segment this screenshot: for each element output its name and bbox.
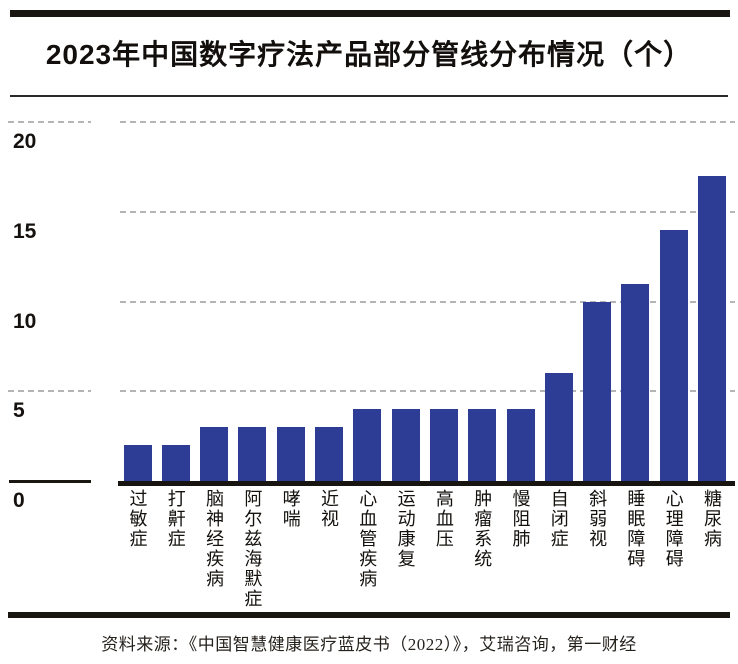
x-label-text: 脑神经疾病 — [204, 489, 225, 589]
gridline-y15 — [120, 210, 735, 213]
bar-心理障碍 — [659, 229, 688, 481]
footer-divider-line — [8, 612, 730, 618]
bar-哮喘 — [276, 427, 305, 481]
x-label-打鼾症: 打鼾症 — [158, 489, 193, 549]
bar-睡眠障碍 — [621, 283, 650, 481]
bar-过敏症 — [123, 445, 152, 481]
x-label-text: 心血管疾病 — [357, 489, 378, 589]
x-label-text: 运动康复 — [395, 489, 416, 569]
x-label-text: 睡眠障碍 — [625, 489, 646, 569]
bar-打鼾症 — [161, 445, 190, 481]
y-tick-label-10: 10 — [13, 309, 37, 333]
x-label-斜弱视: 斜弱视 — [580, 489, 615, 549]
bar-自闭症 — [544, 373, 573, 481]
x-label-肿瘤系统: 肿瘤系统 — [465, 489, 500, 569]
x-label-运动康复: 运动康复 — [388, 489, 423, 569]
bar-运动康复 — [391, 409, 420, 481]
bar-慢阻肺 — [506, 409, 535, 481]
chart-title: 2023年中国数字疗法产品部分管线分布情况（个） — [45, 39, 693, 70]
x-label-text: 糖尿病 — [702, 489, 722, 549]
y-tick-label-5: 5 — [13, 399, 25, 423]
x-label-text: 肿瘤系统 — [472, 489, 493, 569]
x-label-睡眠障碍: 睡眠障碍 — [618, 489, 653, 569]
axis-tick-mark-y5 — [8, 390, 91, 393]
gridline-y10 — [120, 300, 735, 303]
x-label-心血管疾病: 心血管疾病 — [350, 489, 385, 589]
y-tick-label-0: 0 — [13, 489, 25, 512]
x-label-text: 阿尔兹海默症 — [242, 489, 263, 609]
top-accent-bar — [10, 10, 730, 17]
gridline-y5 — [120, 390, 735, 393]
x-label-text: 哮喘 — [280, 489, 301, 529]
x-label-脑神经疾病: 脑神经疾病 — [197, 489, 232, 589]
bar-肿瘤系统 — [468, 409, 497, 481]
x-label-text: 过敏症 — [127, 489, 148, 549]
bar-高血压 — [429, 409, 458, 481]
x-label-text: 高血压 — [433, 489, 454, 549]
gridline-y20 — [120, 121, 735, 123]
x-label-text: 心理障碍 — [663, 489, 684, 569]
x-label-高血压: 高血压 — [426, 489, 461, 549]
y-tick-label-15: 15 — [13, 219, 37, 243]
x-label-近视: 近视 — [312, 489, 347, 529]
bar-阿尔兹海默症 — [238, 427, 267, 481]
bar-斜弱视 — [583, 301, 612, 481]
x-label-心理障碍: 心理障碍 — [656, 489, 691, 569]
x-label-糖尿病: 糖尿病 — [695, 489, 730, 549]
bar-糖尿病 — [698, 175, 726, 481]
source-note: 资料来源：《中国智慧健康医疗蓝皮书（2022）》，艾瑞咨询，第一财经 — [101, 635, 637, 654]
bar-心血管疾病 — [353, 409, 382, 481]
x-label-text: 自闭症 — [548, 489, 569, 549]
x-label-阿尔兹海默症: 阿尔兹海默症 — [235, 489, 270, 609]
axis-tick-mark-y20 — [8, 121, 91, 123]
bar-近视 — [315, 427, 343, 481]
x-axis-baseline — [118, 481, 735, 486]
bar-脑神经疾病 — [200, 427, 229, 481]
x-label-自闭症: 自闭症 — [541, 489, 576, 549]
axis-tick-mark-y0 — [9, 480, 91, 483]
x-label-哮喘: 哮喘 — [273, 489, 308, 529]
x-label-慢阻肺: 慢阻肺 — [503, 489, 538, 549]
y-tick-label-20: 20 — [13, 130, 37, 153]
title-divider-line — [10, 95, 728, 97]
x-label-text: 斜弱视 — [587, 489, 608, 549]
x-label-text: 打鼾症 — [165, 489, 186, 549]
x-label-过敏症: 过敏症 — [120, 489, 155, 549]
x-label-text: 近视 — [319, 489, 339, 529]
x-label-text: 慢阻肺 — [510, 489, 531, 549]
